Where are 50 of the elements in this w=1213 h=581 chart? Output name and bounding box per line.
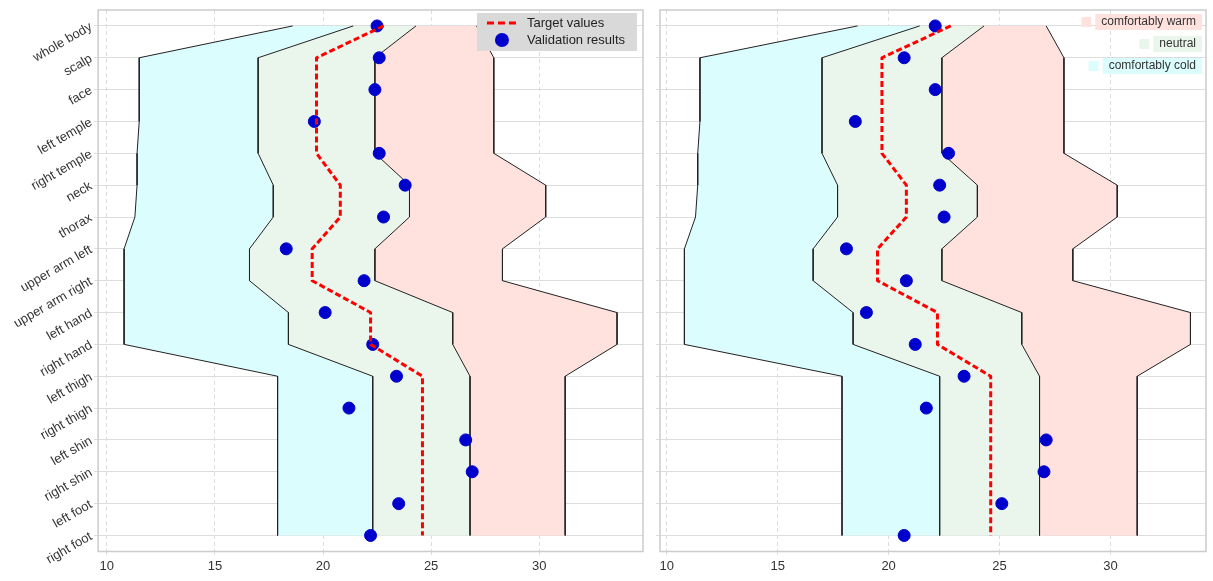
point	[368, 83, 382, 97]
point	[342, 401, 356, 415]
point	[908, 337, 922, 351]
point	[1039, 433, 1053, 447]
x-tick-label: 25	[992, 557, 1007, 573]
point	[897, 51, 911, 65]
point	[392, 497, 406, 511]
y-tick-label: face	[65, 82, 95, 108]
y-tick-label: neck	[63, 177, 95, 205]
point	[398, 178, 412, 192]
point	[957, 369, 971, 383]
point	[899, 274, 913, 288]
x-tick-label: 10	[99, 557, 115, 573]
x-tick-label: 30	[1103, 557, 1118, 573]
legend-label: comfortably warm	[1101, 14, 1196, 29]
x-tick-label: 30	[531, 557, 547, 573]
point	[1037, 465, 1051, 479]
y-tick-label: scalp	[60, 50, 95, 79]
point	[364, 528, 378, 542]
point	[933, 178, 947, 192]
point	[897, 528, 911, 542]
point	[372, 51, 386, 65]
point	[928, 83, 942, 97]
point	[377, 210, 391, 224]
x-tick-label: 20	[315, 557, 331, 573]
legend-label: comfortably cold	[1108, 58, 1197, 73]
point	[839, 242, 853, 256]
y-tick-label: right foot	[43, 527, 95, 567]
point	[459, 433, 473, 447]
point	[318, 306, 332, 320]
point	[942, 146, 956, 160]
legend-label: Validation results	[526, 31, 626, 47]
point	[859, 306, 873, 320]
x-tick-label: 15	[207, 557, 223, 573]
legend-label: neutral	[1159, 36, 1197, 51]
point	[357, 274, 371, 288]
x-tick-label: 25	[423, 557, 439, 573]
legend-label: Target values	[526, 14, 605, 30]
x-tick-label: 15	[770, 557, 785, 573]
x-tick-label: 20	[881, 557, 896, 573]
point	[919, 401, 933, 415]
point	[279, 242, 293, 256]
point	[848, 114, 862, 128]
point	[995, 497, 1009, 511]
x-tick-label: 10	[659, 557, 674, 573]
point	[465, 465, 479, 479]
point	[390, 369, 404, 383]
point	[928, 19, 942, 33]
point	[937, 210, 951, 224]
point	[372, 146, 386, 160]
